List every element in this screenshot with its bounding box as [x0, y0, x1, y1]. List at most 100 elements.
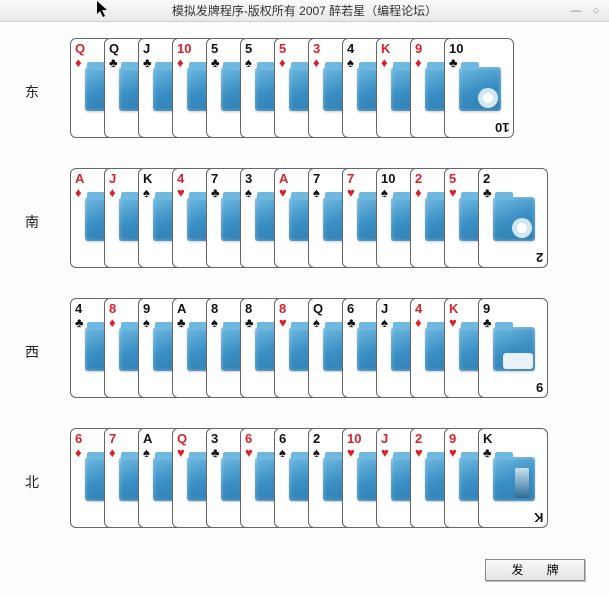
card-suit-icon: ♦ [415, 316, 422, 329]
card-rank: 3 [211, 432, 218, 445]
card-suit-icon: ♦ [75, 56, 82, 69]
card-rank: K [483, 432, 492, 445]
card-suit-icon: ♣ [143, 56, 152, 69]
player-label: 南 [22, 212, 42, 232]
card-suit-icon: ♥ [415, 446, 423, 459]
card-suit-icon: ♣ [211, 446, 220, 459]
card-rank: 7 [211, 172, 218, 185]
card-suit-icon: ♥ [177, 186, 185, 199]
card-rank: 8 [211, 302, 218, 315]
card-suit-icon: ♠ [381, 316, 388, 329]
card-rank: J [143, 42, 150, 55]
card-suit-icon: ♣ [483, 186, 492, 199]
card-suit-icon: ♦ [109, 316, 116, 329]
card-suit-icon: ♠ [313, 446, 320, 459]
card-rank: 7 [313, 172, 320, 185]
card-rank-bottom: K [534, 511, 543, 524]
card-suit-icon: ♦ [109, 446, 116, 459]
card-rank: 4 [415, 302, 422, 315]
card-suit-icon: ♣ [211, 56, 220, 69]
playing-card[interactable]: 2♣2 [478, 168, 548, 268]
card-suit-icon: ♥ [347, 186, 355, 199]
card-rank: 5 [449, 172, 456, 185]
card-suit-icon: ♦ [279, 56, 286, 69]
card-rank: 10 [381, 172, 395, 185]
card-suit-icon: ♦ [415, 186, 422, 199]
card-suit-icon: ♦ [313, 56, 320, 69]
card-rank: J [381, 302, 388, 315]
card-rank: 5 [279, 42, 286, 55]
card-suit-icon: ♣ [109, 56, 118, 69]
card-rank: 8 [279, 302, 286, 315]
card-rank: 6 [75, 432, 82, 445]
card-rank: 4 [347, 42, 354, 55]
card-suit-icon: ♦ [381, 56, 388, 69]
card-rank: 2 [483, 172, 490, 185]
card-rank: K [381, 42, 390, 55]
card-suit-icon: ♣ [483, 446, 492, 459]
card-rank: 5 [211, 42, 218, 55]
playing-card[interactable]: K♣K [478, 428, 548, 528]
card-rank: 7 [347, 172, 354, 185]
card-suit-icon: ♥ [449, 446, 457, 459]
card-rank-bottom: 9 [536, 381, 543, 394]
card-rank: 10 [347, 432, 361, 445]
playing-card[interactable]: 10♣10 [444, 38, 514, 138]
card-rank: 9 [415, 42, 422, 55]
playing-card[interactable]: 9♣9 [478, 298, 548, 398]
close-button[interactable]: ○ [589, 4, 603, 18]
player-label: 北 [22, 472, 42, 492]
card-rank: 10 [177, 42, 191, 55]
hand-row: Q♦QQ♣QJ♣J10♦105♣55♠55♦53♦34♠4K♦K9♦910♣10 [70, 36, 590, 144]
card-suit-icon: ♠ [143, 316, 150, 329]
card-rank: Q [313, 302, 323, 315]
card-rank: Q [177, 432, 187, 445]
card-suit-icon: ♦ [75, 446, 82, 459]
card-rank: 2 [415, 432, 422, 445]
card-suit-icon: ♠ [347, 56, 354, 69]
card-suit-icon: ♦ [415, 56, 422, 69]
card-rank: A [143, 432, 152, 445]
player-label: 西 [22, 342, 42, 362]
minimize-button[interactable]: — [569, 4, 583, 18]
card-suit-icon: ♠ [279, 446, 286, 459]
card-rank: 8 [109, 302, 116, 315]
card-rank: Q [109, 42, 119, 55]
card-center-icon [493, 197, 535, 241]
card-rank: 4 [75, 302, 82, 315]
title-bar: 模拟发牌程序-版权所有 2007 醉若星（编程论坛） — ○ [0, 0, 609, 22]
window-title: 模拟发牌程序-版权所有 2007 醉若星（编程论坛） [172, 2, 437, 19]
card-suit-icon: ♣ [211, 186, 220, 199]
card-center-icon [493, 457, 535, 501]
card-suit-icon: ♥ [449, 316, 457, 329]
card-rank: A [75, 172, 84, 185]
card-rank: J [381, 432, 388, 445]
cursor-icon [96, 0, 110, 18]
card-suit-icon: ♠ [313, 186, 320, 199]
card-suit-icon: ♥ [245, 446, 253, 459]
card-rank: 3 [313, 42, 320, 55]
card-suit-icon: ♥ [347, 446, 355, 459]
card-rank: K [449, 302, 458, 315]
card-suit-icon: ♥ [279, 186, 287, 199]
card-rank: 3 [245, 172, 252, 185]
hand-row: 4♣48♦89♠9A♣A8♠88♣88♥8Q♠Q6♣6J♠J4♦4K♥K9♣9 [70, 296, 590, 404]
card-center-icon [493, 327, 535, 371]
player-label: 东 [22, 82, 42, 102]
card-rank: 6 [245, 432, 252, 445]
deal-button[interactable]: 发 牌 [485, 559, 585, 581]
card-rank: 6 [347, 302, 354, 315]
card-rank: 9 [143, 302, 150, 315]
card-rank: 9 [483, 302, 490, 315]
card-suit-icon: ♠ [245, 56, 252, 69]
card-suit-icon: ♠ [143, 186, 150, 199]
hand-row: 6♦67♦7A♠AQ♥Q3♣36♥66♠62♠210♥10J♥J2♥29♥9K♣… [70, 426, 590, 534]
hand-row: A♦AJ♦JK♠K4♥47♣73♠3A♥A7♠77♥710♠102♦25♥52♣… [70, 166, 590, 274]
card-suit-icon: ♠ [211, 316, 218, 329]
card-rank: K [143, 172, 152, 185]
card-rank: 9 [449, 432, 456, 445]
card-suit-icon: ♦ [75, 186, 82, 199]
card-rank: A [279, 172, 288, 185]
card-suit-icon: ♠ [143, 446, 150, 459]
card-suit-icon: ♠ [245, 186, 252, 199]
